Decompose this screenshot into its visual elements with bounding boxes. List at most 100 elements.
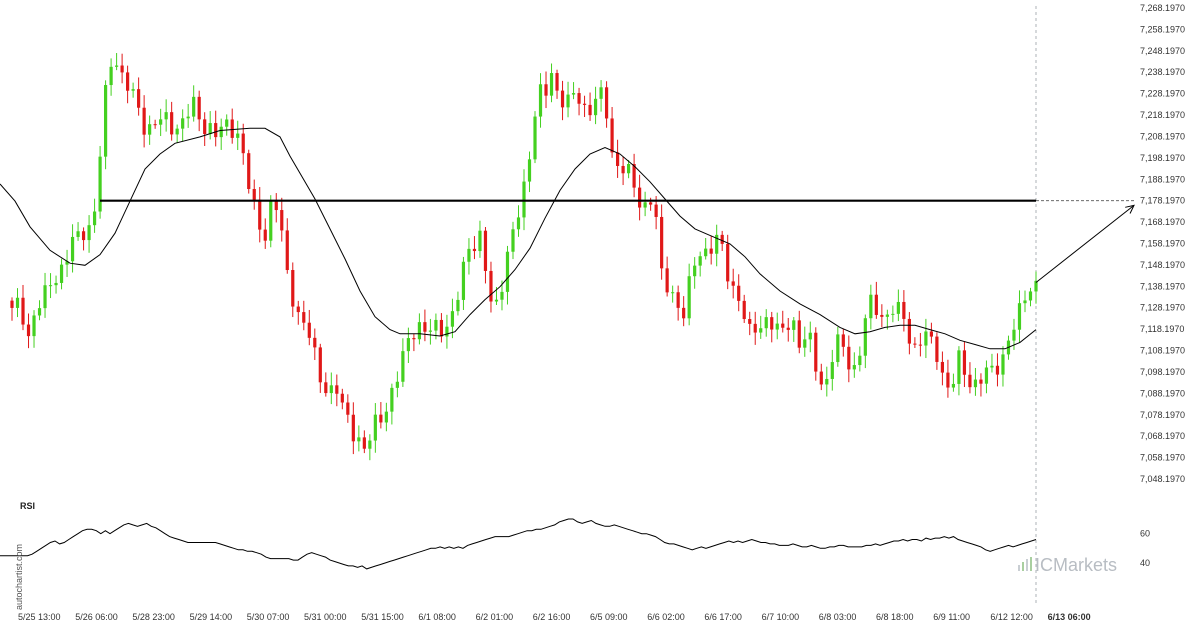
candle-up	[269, 200, 273, 241]
candle-up	[456, 299, 460, 312]
candle-down	[560, 90, 565, 108]
candle-down	[621, 165, 625, 174]
candle-down	[786, 327, 790, 330]
candle-up	[836, 334, 840, 363]
candle-up	[511, 229, 515, 252]
candle-down	[81, 231, 86, 241]
candle-up	[957, 350, 961, 384]
candle-down	[313, 337, 317, 348]
candle-up	[599, 87, 603, 99]
candle-down	[439, 319, 444, 337]
candle-down	[241, 133, 245, 154]
candle-down	[137, 89, 141, 108]
candle-down	[153, 124, 157, 126]
candle-down	[252, 189, 256, 200]
candle-down	[21, 297, 25, 325]
candle-up	[478, 230, 482, 252]
candle-up	[924, 331, 928, 346]
time-tick-label: 5/26 06:00	[75, 612, 118, 622]
candle-up	[98, 156, 102, 212]
brand-bar-1	[1018, 565, 1020, 571]
candle-up	[951, 383, 956, 388]
rsi-axis: 40 60	[1140, 529, 1150, 568]
candle-up	[1028, 291, 1033, 301]
candle-up	[566, 94, 570, 108]
candle-down	[880, 314, 884, 317]
candle-up	[59, 264, 64, 283]
candle-up	[65, 261, 69, 265]
candle-down	[665, 268, 669, 293]
candle-down	[489, 270, 493, 302]
candle-down	[962, 350, 967, 375]
price-tick-label: 7,228.1970	[1140, 89, 1185, 99]
candle-up	[698, 256, 702, 266]
candle-down	[610, 118, 614, 153]
candle-up	[192, 96, 196, 117]
candle-up	[48, 285, 53, 287]
candle-down	[770, 317, 774, 330]
time-tick-label: 6/12 12:00	[990, 612, 1033, 622]
candle-up	[115, 65, 119, 67]
candle-down	[126, 72, 130, 91]
price-tick-label: 7,178.1970	[1140, 196, 1185, 206]
candle-up	[450, 311, 455, 327]
time-tick-label: 5/28 23:00	[132, 612, 175, 622]
candle-down	[632, 164, 636, 188]
candle-down	[748, 319, 752, 324]
candle-up	[852, 365, 856, 370]
candle-down	[472, 248, 477, 252]
candle-down	[615, 152, 620, 166]
price-tick-label: 7,088.1970	[1140, 388, 1185, 398]
brand-bar-4	[1030, 557, 1032, 571]
candle-up	[1001, 354, 1005, 375]
candle-down	[841, 334, 845, 347]
candle-up	[775, 323, 779, 330]
candle-up	[54, 282, 58, 286]
brand-logo: ICMarkets	[1018, 555, 1117, 575]
candle-up	[858, 355, 862, 366]
candle-up	[461, 261, 466, 300]
candle-down	[285, 230, 289, 271]
candle-up	[571, 93, 576, 95]
candle-up	[208, 123, 212, 135]
candle-up	[973, 379, 978, 388]
time-tick-label: 5/30 07:00	[247, 612, 290, 622]
candle-up	[1017, 303, 1022, 330]
candle-up	[593, 98, 598, 116]
candle-down	[203, 119, 207, 135]
candle-up	[384, 411, 388, 423]
candle-up	[538, 84, 543, 117]
candle-up	[186, 116, 190, 119]
price-tick-label: 7,048.1970	[1140, 474, 1185, 484]
brand-name: ICMarkets	[1035, 555, 1117, 575]
candle-up	[494, 299, 499, 302]
candle-down	[302, 312, 306, 323]
candle-up	[92, 211, 97, 226]
candle-up	[792, 320, 796, 330]
time-tick-label: 6/5 09:00	[590, 612, 628, 622]
time-tick-label: 6/8 18:00	[876, 612, 914, 622]
price-tick-label: 7,128.1970	[1140, 303, 1185, 313]
candle-down	[781, 323, 785, 328]
candle-up	[103, 85, 108, 157]
price-tick-label: 7,218.1970	[1140, 110, 1185, 120]
candle-up	[109, 66, 113, 86]
price-tick-label: 7,168.1970	[1140, 217, 1185, 227]
rsi-line	[0, 518, 1037, 570]
candle-down	[483, 230, 488, 271]
candle-down	[940, 361, 945, 373]
time-tick-label: 6/6 17:00	[704, 612, 742, 622]
watermark-text: autochartist.com	[14, 544, 24, 610]
candle-down	[654, 204, 658, 217]
projection-line	[1035, 204, 1135, 283]
candle-up	[808, 332, 812, 340]
candle-up	[373, 414, 377, 441]
candle-down	[709, 248, 713, 254]
time-axis: 5/25 13:00 5/26 06:00 5/28 23:00 5/29 14:00…	[18, 612, 1091, 622]
time-tick-label: 6/2 01:00	[476, 612, 514, 622]
candle-up	[1023, 300, 1027, 304]
candle-down	[907, 318, 911, 344]
candle-up	[533, 116, 537, 160]
candles-layer	[10, 53, 1038, 461]
time-tick-label: 6/8 03:00	[819, 612, 857, 622]
